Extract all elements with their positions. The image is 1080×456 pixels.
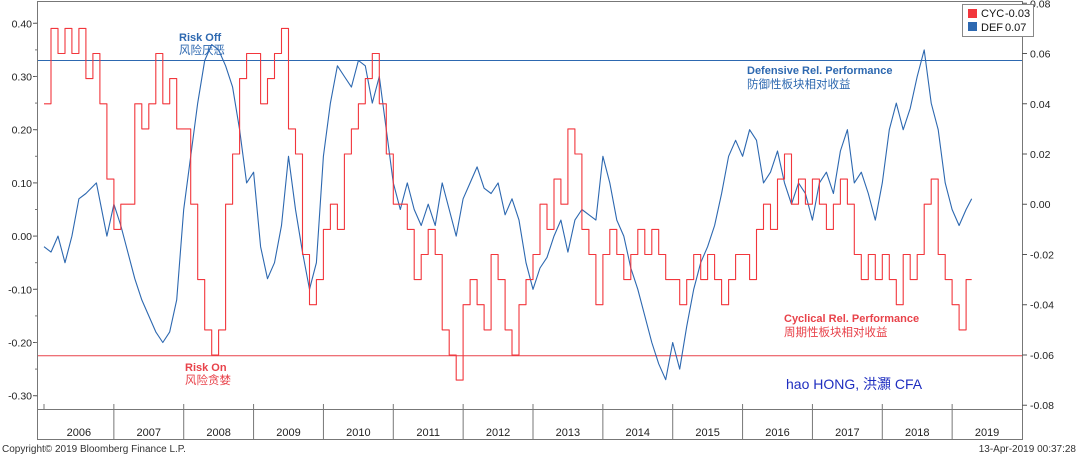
x-tick-label-3: 2009 xyxy=(276,427,300,439)
x-tick-label-9: 2015 xyxy=(695,427,719,439)
legend-def-swatch xyxy=(968,22,977,31)
y-left-tick-label-0: 0.40 xyxy=(12,18,33,30)
legend-cyc-swatch xyxy=(968,9,977,18)
y-right-tick-label-6: -0.04 xyxy=(1030,300,1054,312)
cyclical-zh-label: 周期性板块相对收益 xyxy=(784,325,888,339)
timestamp-text: 13-Apr-2019 00:37:28 xyxy=(979,444,1077,455)
y-right-tick-label-0: 0.08 xyxy=(1030,0,1051,10)
y-right-tick-label-7: -0.06 xyxy=(1030,350,1054,362)
defensive-zh-label: 防御性板块相对收益 xyxy=(747,77,851,91)
x-tick-label-7: 2013 xyxy=(556,427,580,439)
y-left-tick-label-4: 0.00 xyxy=(12,231,33,243)
y-right-tick-label-3: 0.02 xyxy=(1030,149,1051,161)
legend-def-value: 0.07 xyxy=(1005,22,1026,34)
y-left-tick-label-7: -0.30 xyxy=(8,391,32,403)
signature-label: hao HONG, 洪灝 CFA xyxy=(786,376,923,392)
y-right-tick-label-2: 0.04 xyxy=(1030,99,1051,111)
x-tick-label-1: 2007 xyxy=(137,427,161,439)
x-tick-label-12: 2018 xyxy=(905,427,929,439)
x-tick-label-10: 2016 xyxy=(765,427,789,439)
y-left-tick-label-5: -0.10 xyxy=(8,284,32,296)
y-left-tick-label-6: -0.20 xyxy=(8,337,32,349)
risk-off-label: Risk Off xyxy=(179,32,222,44)
copyright-text: Copyright© 2019 Bloomberg Finance L.P. xyxy=(2,444,186,455)
x-tick-label-5: 2011 xyxy=(416,427,440,439)
y-right-tick-label-8: -0.08 xyxy=(1030,400,1054,412)
y-left-tick-label-1: 0.30 xyxy=(12,71,33,83)
legend: CYC -0.03 DEF 0.07 xyxy=(962,4,1034,37)
risk-off-zh-label: 风险厌恶 xyxy=(179,43,225,57)
y-right-tick-label-1: 0.06 xyxy=(1030,49,1051,61)
reference-lines xyxy=(38,60,1022,357)
y-left-tick-label-2: 0.20 xyxy=(12,125,33,137)
x-axis-band xyxy=(37,409,1023,440)
x-tick-label-2: 2008 xyxy=(206,427,230,439)
series-lines xyxy=(43,27,973,381)
series-line-cyc xyxy=(44,27,972,381)
risk-on-zh-label: 风险贪婪 xyxy=(185,373,231,387)
risk-on-label: Risk On xyxy=(185,362,227,374)
x-tick-label-8: 2014 xyxy=(626,427,650,439)
x-tick-label-13: 2019 xyxy=(975,427,999,439)
legend-def-name: DEF xyxy=(981,22,1003,34)
axes: 0.40 0.30 0.20 0.10 0.00 -0.10 -0.20 -0.30 0.08 0… xyxy=(8,0,1054,439)
legend-cyc-name: CYC xyxy=(981,8,1004,20)
cyclical-label: Cyclical Rel. Performance xyxy=(784,313,919,325)
plot-frame xyxy=(37,1,1023,410)
y-right-tick-label-4: 0.00 xyxy=(1030,199,1051,211)
defensive-label: Defensive Rel. Performance xyxy=(747,65,893,77)
x-tick-label-11: 2017 xyxy=(835,427,859,439)
y-left-tick-label-3: 0.10 xyxy=(12,178,33,190)
x-tick-label-6: 2012 xyxy=(486,427,510,439)
x-tick-label-0: 2006 xyxy=(67,427,91,439)
x-tick-label-4: 2010 xyxy=(346,427,370,439)
legend-cyc-value: -0.03 xyxy=(1005,8,1030,20)
y-right-tick-label-5: -0.02 xyxy=(1030,249,1054,261)
